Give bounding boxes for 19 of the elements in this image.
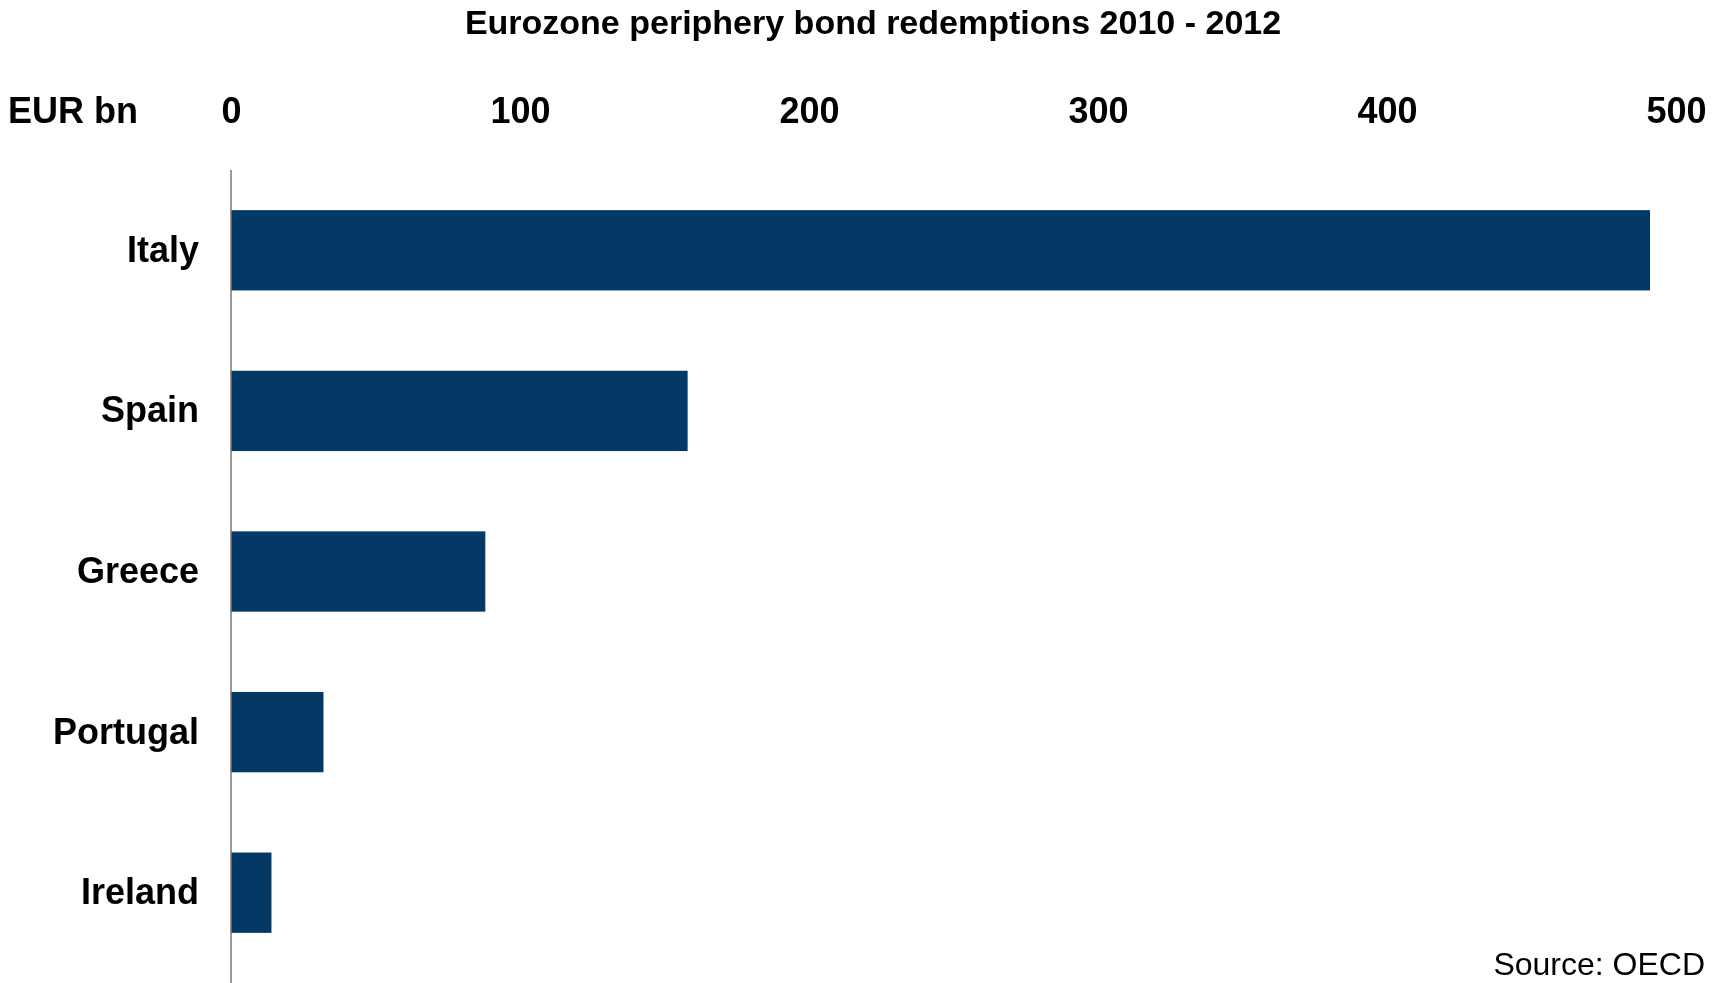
y-tick-label: Greece xyxy=(76,550,199,592)
annotation: Source: OECD xyxy=(1493,946,1705,982)
bar xyxy=(231,210,1650,291)
x-axis-title: EUR bn xyxy=(8,90,138,131)
x-tick-label: 200 xyxy=(779,90,840,131)
x-tick-label: 300 xyxy=(1068,90,1129,131)
x-tick-label: 100 xyxy=(490,90,551,131)
bar xyxy=(231,370,688,452)
x-tick-label: 500 xyxy=(1646,90,1707,131)
y-tick-label: Ireland xyxy=(80,871,199,913)
bar xyxy=(231,691,324,773)
x-tick-label: 0 xyxy=(221,90,242,131)
chart-title: Eurozone periphery bond redemptions 2010 - 2012 xyxy=(464,3,1282,41)
x-tick-label: 400 xyxy=(1357,90,1418,131)
y-tick-label: Spain xyxy=(100,389,199,431)
bar xyxy=(231,852,272,933)
y-tick-label: Italy xyxy=(126,228,199,270)
y-tick-label: Portugal xyxy=(52,710,199,752)
bar xyxy=(231,531,486,612)
